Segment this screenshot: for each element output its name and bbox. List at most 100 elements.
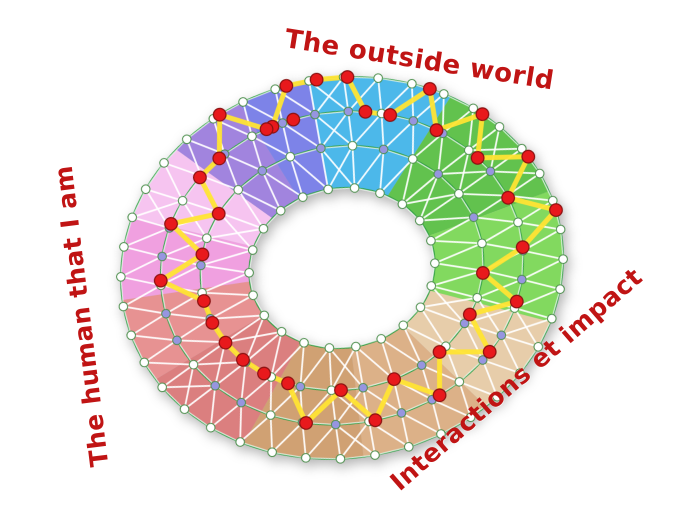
mesh-edge: [176, 317, 211, 342]
ring-chord: [163, 138, 188, 164]
mesh-edge: [401, 173, 439, 205]
mesh-edge: [314, 76, 345, 116]
red-node: [515, 240, 530, 255]
node: [247, 245, 258, 255]
mesh-edge: [513, 307, 540, 348]
mesh-edge: [490, 170, 540, 175]
mesh-edge: [420, 296, 478, 309]
ring-chord: [242, 88, 276, 103]
ring-chord: [521, 250, 524, 280]
mesh-edge: [437, 133, 444, 175]
node: [468, 103, 479, 114]
mesh-edge: [521, 258, 564, 281]
mesh-edge: [412, 132, 444, 160]
node: [430, 258, 440, 268]
mesh-edge: [270, 331, 283, 378]
mesh-edge: [218, 212, 254, 251]
mesh-edge: [418, 173, 440, 221]
node: [555, 224, 566, 235]
mesh-edge: [219, 211, 264, 230]
node: [546, 313, 557, 324]
mesh-edge: [339, 420, 370, 460]
mesh-edge: [162, 384, 216, 389]
ring-chord: [443, 93, 474, 109]
node: [414, 215, 425, 226]
mesh-edge: [161, 363, 195, 389]
ring-chord: [445, 322, 466, 347]
red-nodes: [153, 70, 563, 430]
node: [267, 447, 277, 458]
mesh-edge: [334, 424, 342, 459]
red-node: [422, 82, 437, 96]
mesh-edge: [501, 334, 539, 348]
mesh-edge: [468, 126, 501, 152]
mesh-edge: [328, 347, 364, 389]
node: [407, 78, 417, 89]
mesh-edge: [522, 249, 564, 261]
mesh-edge: [176, 339, 226, 344]
mesh-edge: [200, 249, 253, 267]
mesh-edge: [420, 306, 465, 325]
mesh-edge: [481, 359, 499, 398]
mesh-edge: [239, 414, 272, 443]
mesh-edge: [308, 80, 316, 115]
node: [396, 408, 407, 418]
mesh-edge: [237, 188, 282, 212]
red-node: [509, 294, 524, 309]
ring-chord: [559, 259, 564, 290]
ring-chord: [496, 372, 521, 398]
ring-chord: [300, 386, 332, 391]
node: [555, 284, 565, 294]
mesh-edge: [210, 314, 265, 320]
red-node: [462, 307, 477, 322]
node: [248, 290, 258, 301]
mesh-edge: [261, 170, 304, 198]
mesh-edge: [347, 77, 379, 113]
ring-chord: [499, 126, 523, 150]
node: [259, 310, 270, 321]
mesh-edge: [163, 162, 184, 202]
ring-chord: [131, 188, 147, 218]
node: [196, 260, 206, 271]
red-node: [368, 413, 383, 428]
mesh-edge: [261, 170, 282, 212]
mesh-edge: [161, 237, 208, 258]
node: [118, 301, 129, 312]
node: [188, 359, 199, 370]
mesh-edge: [145, 188, 183, 202]
node: [257, 165, 268, 176]
mesh-edge: [239, 402, 243, 443]
node: [265, 410, 276, 420]
node: [258, 223, 269, 234]
node: [407, 154, 418, 164]
mesh-edge: [299, 347, 331, 388]
mesh-edge: [353, 148, 385, 189]
mesh-edge: [240, 376, 272, 404]
red-node: [257, 366, 271, 381]
mesh-edge: [305, 423, 337, 459]
mesh-edge: [354, 346, 365, 388]
mesh-edge: [419, 306, 447, 347]
mesh-edge: [476, 297, 503, 336]
red-node: [549, 203, 563, 217]
node: [496, 330, 507, 341]
mesh-edge: [355, 345, 395, 380]
mesh-edge: [351, 112, 383, 147]
node: [172, 335, 182, 346]
mesh-edge: [434, 242, 483, 265]
node: [335, 454, 346, 464]
mesh-edge: [269, 377, 273, 416]
ring-chord: [560, 229, 564, 260]
mesh-edge: [289, 156, 329, 191]
ring-chord: [374, 446, 409, 456]
ring-chord: [383, 148, 413, 160]
ring-chord: [340, 454, 376, 460]
node: [181, 134, 192, 145]
node: [515, 368, 525, 378]
ring-chord: [320, 145, 353, 149]
mesh-edge: [123, 305, 167, 315]
ring-chord: [458, 359, 484, 383]
red-node: [153, 273, 168, 288]
mesh-edge: [351, 145, 356, 189]
